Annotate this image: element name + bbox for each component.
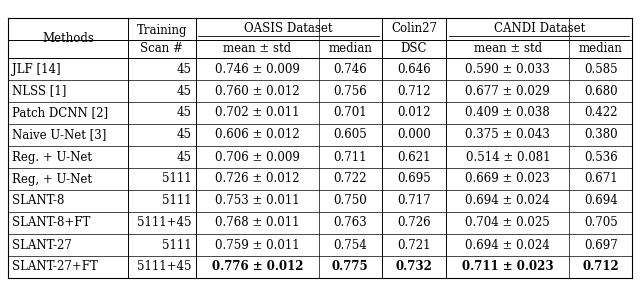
Text: 0.712: 0.712: [582, 260, 619, 273]
Text: 0.702 ± 0.011: 0.702 ± 0.011: [215, 106, 300, 119]
Text: 45: 45: [177, 151, 192, 164]
Text: 0.536: 0.536: [584, 151, 618, 164]
Text: 0.721: 0.721: [397, 238, 431, 251]
Text: 0.754: 0.754: [333, 238, 367, 251]
Text: Colin27: Colin27: [391, 23, 437, 35]
Text: 0.726 ± 0.012: 0.726 ± 0.012: [215, 173, 300, 186]
Text: 0.722: 0.722: [333, 173, 367, 186]
Text: 0.694 ± 0.024: 0.694 ± 0.024: [465, 238, 550, 251]
Text: 0.711: 0.711: [333, 151, 367, 164]
Text: 0.759 ± 0.011: 0.759 ± 0.011: [215, 238, 300, 251]
Text: 0.760 ± 0.012: 0.760 ± 0.012: [215, 84, 300, 97]
Text: 0.726: 0.726: [397, 217, 431, 229]
Text: 0.732: 0.732: [396, 260, 433, 273]
Text: 0.671: 0.671: [584, 173, 618, 186]
Text: 45: 45: [177, 63, 192, 75]
Text: median: median: [328, 43, 372, 55]
Text: 0.704 ± 0.025: 0.704 ± 0.025: [465, 217, 550, 229]
Text: 0.712: 0.712: [397, 84, 431, 97]
Text: 0.746: 0.746: [333, 63, 367, 75]
Text: 0.012: 0.012: [397, 106, 431, 119]
Text: CANDI Dataset: CANDI Dataset: [493, 23, 585, 35]
Text: 45: 45: [177, 106, 192, 119]
Text: 5111: 5111: [163, 173, 192, 186]
Text: 0.680: 0.680: [584, 84, 618, 97]
Text: 0.605: 0.605: [333, 128, 367, 142]
Text: Naive U-Net [3]: Naive U-Net [3]: [12, 128, 106, 142]
Text: 0.621: 0.621: [397, 151, 431, 164]
Text: OASIS Dataset: OASIS Dataset: [244, 23, 333, 35]
Text: 0.697: 0.697: [584, 238, 618, 251]
Text: Reg. + U-Net: Reg. + U-Net: [12, 151, 92, 164]
Text: 0.756: 0.756: [333, 84, 367, 97]
Text: Methods: Methods: [42, 32, 94, 44]
Text: 5111: 5111: [163, 195, 192, 208]
Text: 45: 45: [177, 128, 192, 142]
Text: 5111+45: 5111+45: [138, 217, 192, 229]
Text: 0.763: 0.763: [333, 217, 367, 229]
Text: 0.000: 0.000: [397, 128, 431, 142]
Text: JLF [14]: JLF [14]: [12, 63, 60, 75]
Text: 45: 45: [177, 84, 192, 97]
Text: 0.711 ± 0.023: 0.711 ± 0.023: [462, 260, 554, 273]
Text: mean ± std: mean ± std: [223, 43, 291, 55]
Text: NLSS [1]: NLSS [1]: [12, 84, 66, 97]
Text: 0.409 ± 0.038: 0.409 ± 0.038: [465, 106, 550, 119]
Text: 0.646: 0.646: [397, 63, 431, 75]
Text: 0.606 ± 0.012: 0.606 ± 0.012: [215, 128, 300, 142]
Text: 0.706 ± 0.009: 0.706 ± 0.009: [215, 151, 300, 164]
Text: 0.701: 0.701: [333, 106, 367, 119]
Text: 0.677 ± 0.029: 0.677 ± 0.029: [465, 84, 550, 97]
Text: Scan #: Scan #: [140, 43, 183, 55]
Text: 0.590 ± 0.033: 0.590 ± 0.033: [465, 63, 550, 75]
Text: 0.694 ± 0.024: 0.694 ± 0.024: [465, 195, 550, 208]
Text: Training: Training: [137, 24, 187, 37]
Text: mean ± std: mean ± std: [474, 43, 542, 55]
Text: 0.768 ± 0.011: 0.768 ± 0.011: [215, 217, 300, 229]
Text: 0.669 ± 0.023: 0.669 ± 0.023: [465, 173, 550, 186]
Text: 0.422: 0.422: [584, 106, 618, 119]
Text: 0.380: 0.380: [584, 128, 618, 142]
Text: SLANT-27: SLANT-27: [12, 238, 72, 251]
Text: 0.695: 0.695: [397, 173, 431, 186]
Text: DSC: DSC: [401, 43, 427, 55]
Text: Patch DCNN [2]: Patch DCNN [2]: [12, 106, 108, 119]
Text: 0.750: 0.750: [333, 195, 367, 208]
Text: 0.776 ± 0.012: 0.776 ± 0.012: [212, 260, 303, 273]
Text: SLANT-27+FT: SLANT-27+FT: [12, 260, 98, 273]
Text: 0.375 ± 0.043: 0.375 ± 0.043: [465, 128, 550, 142]
Text: 0.717: 0.717: [397, 195, 431, 208]
Text: 0.705: 0.705: [584, 217, 618, 229]
Text: Reg, + U-Net: Reg, + U-Net: [12, 173, 92, 186]
Text: SLANT-8+FT: SLANT-8+FT: [12, 217, 90, 229]
Text: 0.746 ± 0.009: 0.746 ± 0.009: [215, 63, 300, 75]
Text: 5111+45: 5111+45: [138, 260, 192, 273]
Text: 5111: 5111: [163, 238, 192, 251]
Text: median: median: [579, 43, 623, 55]
Text: 0.514 ± 0.081: 0.514 ± 0.081: [465, 151, 550, 164]
Text: 0.694: 0.694: [584, 195, 618, 208]
Text: SLANT-8: SLANT-8: [12, 195, 64, 208]
Text: 0.585: 0.585: [584, 63, 618, 75]
Text: 0.753 ± 0.011: 0.753 ± 0.011: [215, 195, 300, 208]
Text: 0.775: 0.775: [332, 260, 369, 273]
